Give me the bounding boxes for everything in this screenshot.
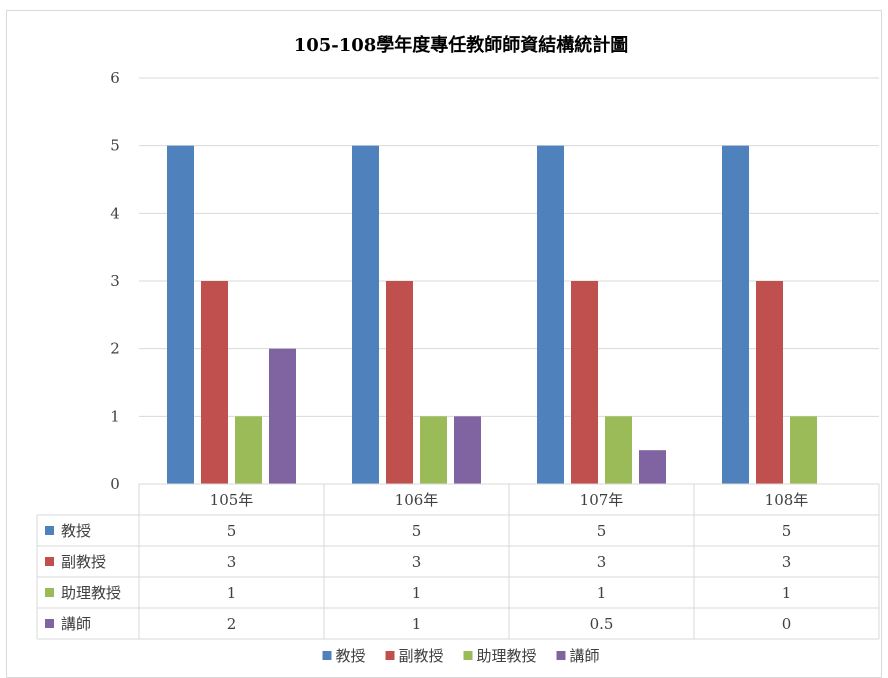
data-label: 5: [412, 522, 422, 540]
bar: [537, 145, 564, 484]
data-label: 5: [227, 522, 237, 540]
bar: [420, 416, 447, 484]
x-tick-label: 106年: [395, 491, 439, 509]
data-label: 5: [782, 522, 792, 540]
bar: [790, 416, 817, 484]
x-tick-label: 107年: [580, 491, 624, 509]
chart-title: 105-108學年度專任教師師資結構統計圖: [294, 34, 629, 56]
data-label: 1: [412, 584, 422, 602]
table-legend-key: [45, 557, 54, 566]
bar: [201, 281, 228, 484]
data-label: 0: [782, 615, 792, 633]
y-tick-label: 4: [110, 204, 120, 222]
data-label: 1: [782, 584, 792, 602]
x-tick-label: 105年: [210, 491, 254, 509]
bar: [639, 450, 666, 484]
bar: [269, 348, 296, 484]
legend-key: [322, 651, 332, 660]
table-legend-key: [45, 588, 54, 597]
legend-entry: 助理教授: [477, 647, 537, 665]
bar: [454, 416, 481, 484]
data-label: 3: [597, 553, 607, 571]
data-label: 1: [597, 584, 607, 602]
data-label: 0.5: [590, 615, 614, 633]
table-series-label: 副教授: [61, 553, 106, 571]
legend-entry: 講師: [570, 647, 600, 665]
data-label: 3: [782, 553, 792, 571]
bar: [167, 145, 194, 484]
bar: [235, 416, 262, 484]
table-series-label: 教授: [61, 522, 91, 540]
bar: [571, 281, 598, 484]
bar: [722, 145, 749, 484]
table-legend-key: [45, 526, 54, 535]
data-label: 3: [227, 553, 237, 571]
table-series-label: 助理教授: [61, 584, 121, 602]
y-tick-label: 5: [110, 137, 120, 155]
data-label: 1: [412, 615, 422, 633]
data-label: 2: [227, 615, 237, 633]
y-tick-label: 3: [110, 272, 120, 290]
legend-entry: 教授: [336, 647, 366, 665]
table-legend-key: [45, 619, 54, 628]
legend-key: [385, 651, 395, 660]
y-tick-label: 0: [110, 475, 120, 493]
legend-entry: 副教授: [399, 647, 444, 665]
table-series-label: 講師: [61, 615, 91, 633]
data-label: 1: [227, 584, 237, 602]
y-tick-label: 6: [110, 69, 120, 87]
bars: [167, 145, 817, 484]
y-tick-label: 2: [110, 340, 120, 358]
legend: 教授 副教授 助理教授 講師: [322, 647, 600, 665]
data-label: 3: [412, 553, 422, 571]
legend-key: [556, 651, 566, 660]
bar: [352, 145, 379, 484]
bar: [605, 416, 632, 484]
bar: [386, 281, 413, 484]
data-label: 5: [597, 522, 607, 540]
legend-key: [463, 651, 473, 660]
bar: [756, 281, 783, 484]
x-tick-label: 108年: [765, 491, 809, 509]
y-tick-label: 1: [110, 407, 120, 425]
gridlines: [139, 77, 879, 417]
y-axis-ticks: 0 1 2 3 4 5 6: [110, 69, 120, 493]
